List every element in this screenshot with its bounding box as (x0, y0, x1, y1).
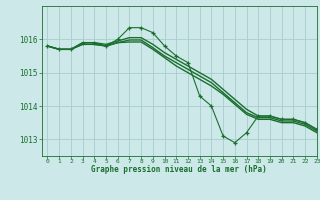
X-axis label: Graphe pression niveau de la mer (hPa): Graphe pression niveau de la mer (hPa) (91, 165, 267, 174)
